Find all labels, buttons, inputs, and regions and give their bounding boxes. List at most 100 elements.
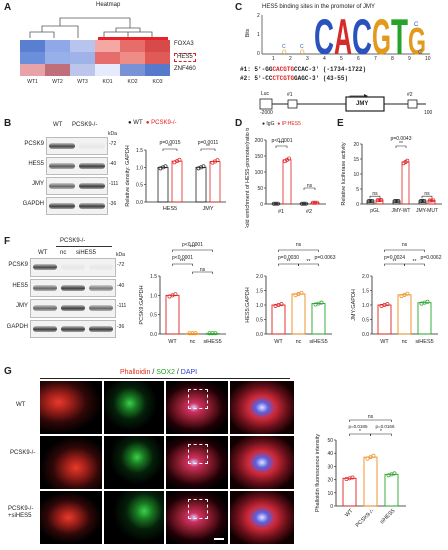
y-tick-label: 0	[260, 202, 263, 208]
data-point	[319, 300, 324, 305]
logo-xtick: 10	[425, 56, 431, 62]
kda-marker: -111	[109, 181, 119, 187]
y-tick-label: 1.0	[150, 293, 157, 299]
blot-band	[89, 305, 113, 312]
data-point	[163, 164, 168, 169]
data-point	[287, 156, 291, 161]
heatmap-cell	[20, 64, 45, 76]
blot-band	[49, 163, 75, 169]
blot-band	[89, 325, 113, 332]
bar	[271, 304, 286, 335]
blot-lane-label: PCSK9-/-	[72, 122, 98, 128]
chart-f-pcsk9: 0.0 0.5 1.0 1.5 PCSK9:GAPDH WT nc siHES5 p<0.000…	[139, 242, 226, 345]
micrograph-tile	[230, 381, 294, 434]
heatmap-sample-label: KO3	[152, 79, 163, 85]
significance-bracket	[200, 148, 216, 151]
significance-label: **	[206, 144, 210, 150]
logo-xtick: 7	[374, 56, 377, 62]
chart-f-hes5: 0.0 0.5 1.0 1.5 2.0 HES5:GAPDH WT nc siHES5 ns p=0…	[245, 242, 336, 345]
y-tick-label: 15	[353, 157, 359, 163]
stain-phalloidin: Phalloidin	[120, 369, 151, 376]
y-tick-label: 50	[257, 186, 263, 192]
micrograph-tile	[230, 491, 294, 544]
data-point	[304, 201, 308, 206]
kda-marker: -40	[109, 161, 117, 167]
heatmap-sample-label: WT1	[27, 79, 38, 85]
y-tick-label: 1.5	[150, 274, 157, 280]
logo-letter-a: A	[334, 12, 352, 65]
data-point	[215, 158, 220, 163]
bar	[401, 161, 410, 205]
sequence-logo: G C G C C A C G T G C C	[261, 12, 430, 65]
blot-band	[33, 305, 57, 312]
blot-row-label: JMY	[32, 181, 44, 187]
y-tick-label: 0.0	[150, 332, 157, 338]
heatmap-cell	[145, 52, 170, 64]
y-axis-label: Relative luciferase activity	[341, 142, 347, 206]
blot-lane-label: WT	[38, 250, 48, 256]
p-value-label: p=0.0166	[376, 424, 395, 429]
chart-d-chip: 0 50 100 150 200 Fold enrichment of HES5-prom…	[245, 128, 326, 228]
blot-band	[79, 183, 105, 189]
significance-bracket	[370, 433, 392, 436]
blot-band	[61, 284, 85, 291]
chart-f-jmy: 0.0 0.5 1.0 1.5 2.0 JMY:GAPDH WT nc siHES5 ns p=0.…	[351, 242, 442, 345]
data-point	[368, 455, 373, 460]
heatmap-cell	[45, 64, 70, 76]
kda-marker: -36	[109, 201, 117, 207]
micrograph-tile	[104, 381, 164, 434]
significance-label: ns	[200, 267, 206, 273]
y-tick-label: 0	[356, 202, 359, 208]
heatmap-cell	[20, 52, 45, 64]
y-axis-label: JMY:GAPDH	[351, 289, 357, 321]
kda-marker: -40	[117, 282, 125, 289]
significance-bracket	[349, 419, 392, 422]
micrograph-tile	[230, 436, 294, 489]
bar	[209, 161, 221, 203]
blot-band	[33, 284, 57, 291]
heatmap-dendrogram	[29, 17, 168, 40]
y-axis-label: HES5:GAPDH	[245, 287, 251, 322]
data-point	[300, 201, 304, 206]
data-point	[315, 200, 319, 205]
data-point	[299, 290, 304, 295]
heatmap-gene-label: ZNF460	[174, 66, 196, 72]
panel-label-g: G	[4, 366, 12, 377]
data-point	[425, 299, 430, 304]
y-axis-label: Fold enrichment of HES5-promoter(ratio t…	[245, 128, 251, 228]
jmy-gene-label: JMY	[356, 101, 369, 107]
significance-bracket	[298, 263, 319, 266]
kda-marker: -72	[117, 262, 125, 268]
data-point	[193, 331, 198, 336]
y-tick-label: 0	[330, 504, 333, 510]
bar	[195, 166, 207, 203]
data-point	[396, 198, 401, 203]
x-tick-label: #2	[306, 209, 312, 215]
blot-strip	[46, 197, 108, 215]
bar	[363, 456, 378, 507]
bar	[165, 294, 180, 335]
blot-lane-label: siHES5	[76, 250, 97, 256]
y-tick-label: 5	[356, 187, 359, 193]
y-tick-label: 1.0	[362, 303, 369, 309]
data-point	[302, 201, 306, 206]
panel-label-e: E	[337, 118, 344, 129]
logo-ytick: 2	[257, 13, 260, 19]
x-tick-label: JMY-WT	[392, 208, 411, 214]
significance-label: ***	[279, 141, 285, 147]
x-tick-label: HES5	[163, 206, 177, 212]
significance-label: **	[413, 259, 417, 265]
logo-xtick: 5	[340, 56, 343, 62]
data-point	[177, 157, 182, 162]
kda-marker: -36	[117, 323, 125, 330]
row-label-pcsk9-ko: PCSK9-/-	[10, 450, 36, 456]
data-point	[431, 198, 436, 203]
logo-ytick: 0	[257, 51, 260, 57]
logo-letter-c: C	[418, 50, 423, 56]
blot-strip	[30, 278, 116, 297]
binding-site-1: #1: 5'-GGCACGTGCCAC-3' (-1734-1722)	[240, 66, 367, 73]
stain-sox2: SOX2	[156, 369, 175, 376]
data-point	[350, 475, 355, 480]
heatmap-gene-label: FOXA3	[174, 41, 194, 47]
heatmap-cell	[145, 64, 170, 76]
